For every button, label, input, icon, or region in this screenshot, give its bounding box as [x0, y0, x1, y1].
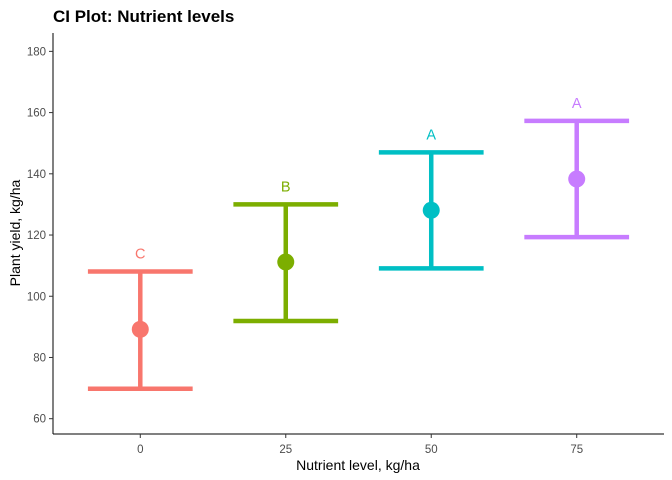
data-marks: C B A A [87, 96, 630, 391]
y-tick-label: 160 [27, 108, 46, 120]
x-tick-label: 75 [570, 444, 583, 456]
mean-point [568, 170, 586, 188]
mean-point [277, 253, 295, 271]
y-tick-label: 140 [27, 169, 46, 181]
y-tick-label: 120 [27, 230, 46, 242]
group-letter-label: A [572, 96, 582, 112]
x-tick-label: 25 [279, 444, 292, 456]
y-tick-label: 100 [27, 291, 46, 303]
chart-title: CI Plot: Nutrient levels [53, 7, 235, 26]
y-tick-label: 80 [33, 352, 46, 364]
x-axis-title: Nutrient level, kg/ha [296, 457, 420, 473]
x-tick-label: 50 [425, 444, 438, 456]
group-letter-label: A [426, 127, 436, 143]
axes [52, 33, 664, 435]
mean-point [422, 201, 440, 219]
x-tick-label: 0 [137, 444, 143, 456]
y-axis-title: Plant yield, kg/ha [7, 179, 23, 286]
y-tick-label: 180 [27, 46, 46, 58]
ticks: 60 80 100 120 140 160 180 0 25 50 75 [27, 46, 583, 456]
y-tick-label: 60 [33, 414, 46, 426]
group-letter-label: B [281, 179, 291, 195]
group-letter-label: C [135, 246, 145, 262]
mean-point [131, 320, 149, 338]
